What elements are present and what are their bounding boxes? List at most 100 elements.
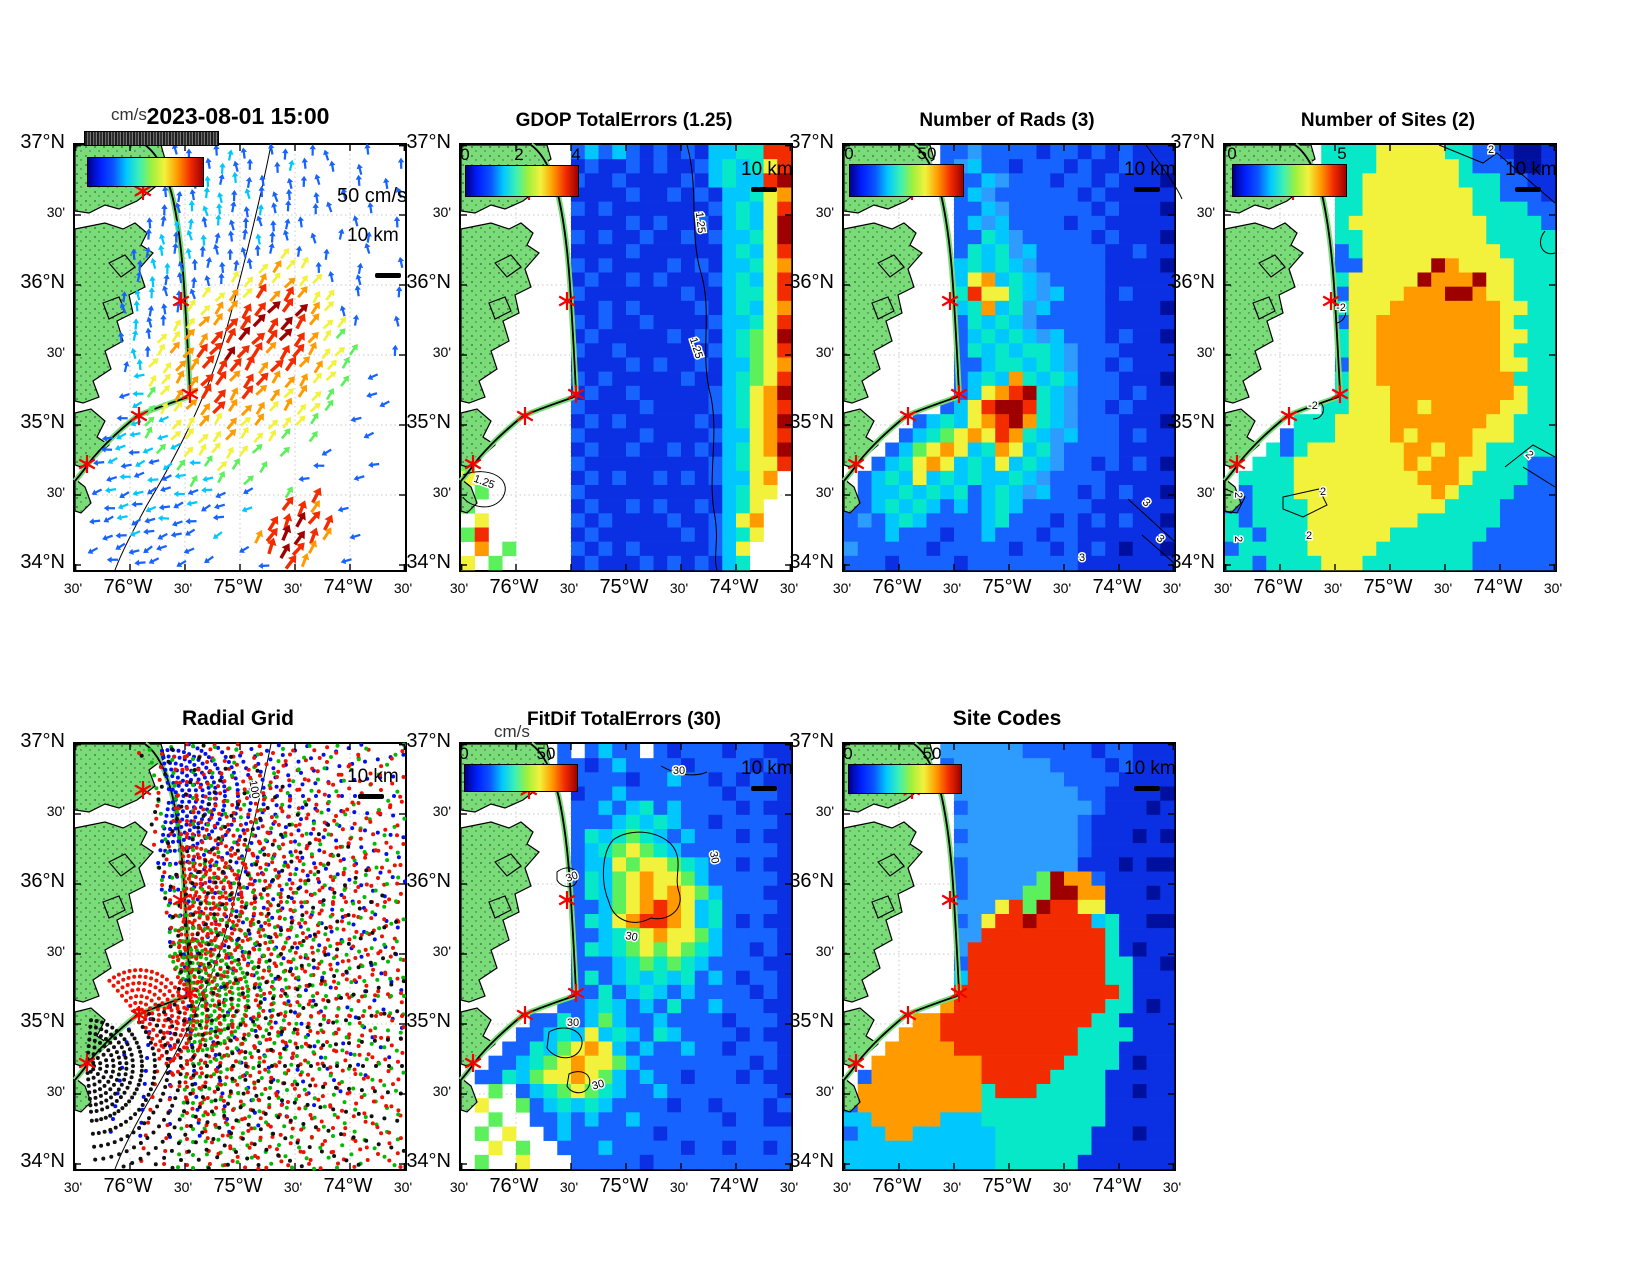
contour-label: 30 [564,869,580,884]
y-tick-label: 35°N [789,1010,834,1032]
scale-label: 10 km [741,758,793,779]
contour-line [1141,534,1175,564]
x-tick-label: 30' [393,580,413,596]
contour-label: 2 [1232,492,1244,498]
x-tick-label: 75°W [213,1175,263,1197]
contour-line [1282,488,1328,518]
contour-label: 3 [1079,552,1085,564]
map-plot-currents: cm/s 10 km 50 cm/s [72,105,407,572]
y-tick-label: 37°N [406,131,451,153]
y-tick-label: 30' [46,484,65,500]
x-tick-label: 30' [1052,580,1072,596]
site-asterisk-icon [567,984,585,1002]
y-tick-label: 30' [1196,204,1215,220]
radial-grid-dots [85,742,407,1171]
contour-label: 2 [1320,486,1326,498]
contour-line [1438,144,1556,204]
colorbar-tick: 0 [843,744,853,763]
contour-label: -2 [1308,400,1318,412]
heatmap-cells [1225,145,1556,571]
y-tick-label: 37°N [20,131,65,153]
y-tick-label: 30' [46,1083,65,1099]
land-polygons [460,743,552,1113]
x-tick-label: 30' [1213,580,1233,596]
colorbar [87,157,204,187]
colorbar-label: cm/s [111,105,147,124]
site-asterisk-icon [130,407,148,425]
axis-ticks [1224,144,1555,570]
y-tick-label: 36°N [20,271,65,293]
contour-label: 2 [1488,144,1494,156]
contour-line [660,765,708,776]
map-plot-gdop: 1.25 1.25 1.25 0 2 4 10 km [458,142,793,572]
contour-line [1336,302,1347,324]
y-tick-label: 30' [432,484,451,500]
scale-bar [1134,187,1160,192]
contour-label: 2 [1232,536,1244,542]
panel-title-currents: 2023-08-01 15:00 [146,103,330,129]
axis-ticks [74,144,405,570]
y-tick-label: 30' [815,204,834,220]
site-asterisk-icon [78,1054,96,1072]
site-asterisk-icon [899,407,917,425]
x-tick-label: 74°W [1092,1175,1142,1197]
axis-ticks [74,743,405,1169]
contour-label: 30 [591,1078,606,1093]
site-asterisk-icon [134,781,152,799]
y-tick-label: 34°N [406,1150,451,1172]
y-tick-label: 30' [815,344,834,360]
x-tick-label: 75°W [599,576,649,598]
x-tick-label: 75°W [982,576,1032,598]
y-tick-label: 36°N [1170,271,1215,293]
map-plot-rads: 3 3 3 0 50 10 km [841,142,1183,572]
site-asterisk-icon [464,455,482,473]
x-tick-label: 75°W [599,1175,649,1197]
panel-title-sites: Number of Sites (2) [1300,110,1476,131]
scale-label: 10 km [1124,758,1176,779]
y-tick-label: 30' [432,803,451,819]
contour-line [602,831,681,923]
y-tick-label: 34°N [789,1150,834,1172]
land-polygons [74,144,166,514]
axis-ticks [843,743,1174,1169]
x-tick-label: 30' [449,1179,469,1195]
x-tick-label: 75°W [982,1175,1032,1197]
x-tick-label: 76°W [1253,576,1303,598]
x-tick-label: 30' [1052,1179,1072,1195]
colorbar-tick: 0 [459,744,469,763]
y-tick-label: 30' [1196,344,1215,360]
land-polygons [460,144,552,514]
x-tick-label: 30' [63,1179,83,1195]
axis-ticks [843,144,1174,570]
heatmap-cells [844,145,1175,571]
contour-label: 1.25 [693,211,708,234]
map-svg-radial: 100 [72,741,407,1171]
x-tick-label: 30' [832,1179,852,1195]
radar-site-markers [78,182,199,473]
panel-title-sitecodes: Site Codes [952,707,1062,730]
scale-bar [1134,786,1160,791]
x-tick-label: 30' [1323,580,1343,596]
panel-title-rads: Number of Rads (3) [919,110,1095,131]
panel-title-fitdif: FitDif TotalErrors (30) [527,709,721,730]
contour-line [556,867,578,888]
y-tick-label: 36°N [789,271,834,293]
y-tick-label: 35°N [20,1010,65,1032]
x-tick-label: 30' [1433,580,1453,596]
scale-label: 10 km [347,225,399,246]
map-svg-sitecodes [841,741,1175,1170]
contour-line [1127,498,1175,542]
y-tick-label: 30' [815,484,834,500]
x-tick-label: 30' [1162,580,1182,596]
x-tick-label: 30' [283,580,303,596]
map-plot-sites: 2 -2 -2 2 2 2 2 2 0 5 10 km [1222,143,1557,572]
y-tick-label: 37°N [1170,131,1215,153]
x-tick-label: 30' [173,580,193,596]
x-tick-label: 30' [942,1179,962,1195]
site-asterisk-icon [847,455,865,473]
y-tick-label: 30' [46,344,65,360]
scale-label: 10 km [347,766,399,787]
radar-site-markers [847,182,968,473]
colorbar-tick: 50 [536,744,556,763]
scale-bar [751,187,777,192]
